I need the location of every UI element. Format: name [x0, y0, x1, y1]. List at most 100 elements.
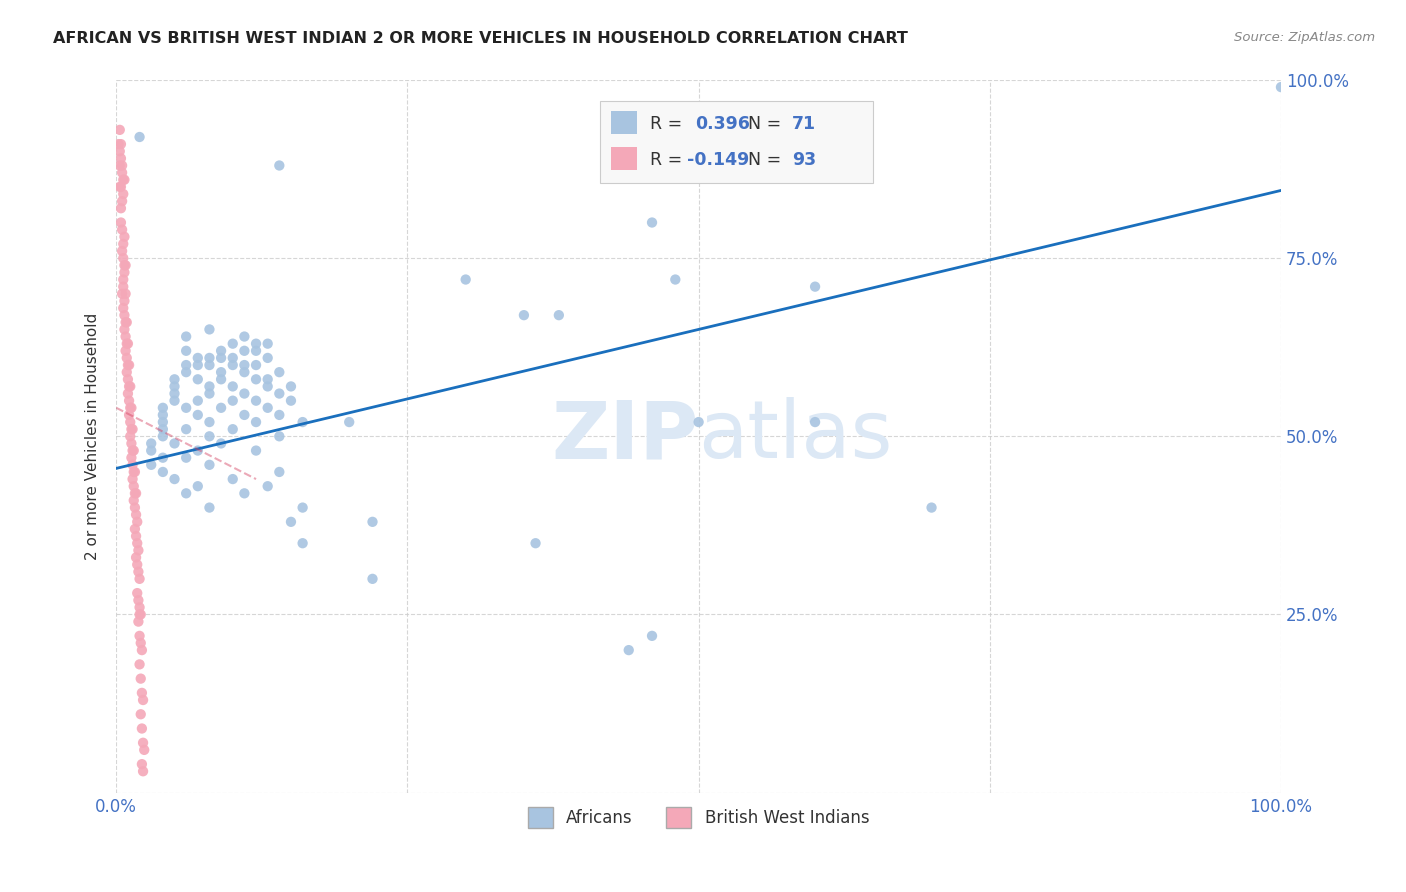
Point — [108, 145, 131, 159]
Point — [222, 379, 245, 393]
Point — [256, 336, 278, 351]
Point — [187, 372, 209, 386]
Point — [127, 558, 149, 572]
Point — [269, 465, 291, 479]
Point — [112, 236, 135, 251]
Point — [174, 365, 197, 379]
Point — [125, 529, 148, 543]
Point — [112, 293, 135, 308]
Point — [132, 764, 155, 779]
Point — [163, 436, 186, 450]
Point — [120, 379, 142, 393]
Point — [174, 401, 197, 415]
Point — [120, 436, 142, 450]
Point — [114, 315, 136, 329]
Text: -0.149: -0.149 — [688, 151, 749, 169]
Point — [110, 137, 132, 152]
Point — [112, 258, 135, 272]
Text: 71: 71 — [792, 115, 815, 133]
Point — [269, 386, 291, 401]
Point — [120, 422, 142, 436]
Point — [198, 358, 221, 372]
Point — [131, 722, 153, 736]
Point — [245, 415, 267, 429]
Point — [131, 643, 153, 657]
Point — [127, 593, 149, 607]
Point — [152, 401, 174, 415]
Point — [124, 465, 146, 479]
Point — [129, 672, 152, 686]
Point — [122, 479, 145, 493]
Point — [118, 379, 141, 393]
Point — [256, 401, 278, 415]
Point — [174, 358, 197, 372]
Point — [921, 500, 943, 515]
Point — [112, 173, 135, 187]
Point — [280, 393, 302, 408]
Point — [233, 343, 256, 358]
Point — [128, 600, 150, 615]
Point — [141, 436, 163, 450]
Point — [107, 137, 129, 152]
Point — [291, 536, 314, 550]
Point — [245, 372, 267, 386]
Point — [132, 693, 155, 707]
Point — [209, 436, 232, 450]
Point — [128, 130, 150, 145]
Point — [117, 336, 139, 351]
FancyBboxPatch shape — [612, 147, 637, 169]
Point — [269, 159, 291, 173]
Point — [617, 643, 640, 657]
Point — [280, 515, 302, 529]
Point — [108, 159, 131, 173]
Text: 93: 93 — [792, 151, 815, 169]
Point — [115, 336, 138, 351]
Point — [198, 458, 221, 472]
Point — [128, 572, 150, 586]
Point — [187, 358, 209, 372]
Point — [291, 500, 314, 515]
Text: atlas: atlas — [699, 397, 893, 475]
Point — [128, 657, 150, 672]
Point — [198, 379, 221, 393]
Point — [110, 152, 132, 166]
Point — [121, 422, 143, 436]
Point — [222, 351, 245, 365]
Legend: Africans, British West Indians: Africans, British West Indians — [522, 800, 876, 834]
Point — [120, 401, 142, 415]
Point — [233, 329, 256, 343]
Point — [115, 351, 138, 365]
Text: N =: N = — [748, 115, 786, 133]
Point — [198, 429, 221, 443]
Point — [112, 251, 135, 265]
Point — [114, 329, 136, 343]
Point — [122, 443, 145, 458]
Point — [256, 351, 278, 365]
Point — [112, 322, 135, 336]
Point — [269, 408, 291, 422]
Point — [131, 757, 153, 772]
Point — [152, 429, 174, 443]
Point — [112, 301, 135, 315]
Point — [111, 286, 134, 301]
Point — [337, 415, 360, 429]
Text: ZIP: ZIP — [551, 397, 699, 475]
Point — [233, 408, 256, 422]
Point — [129, 607, 152, 622]
Point — [152, 422, 174, 436]
Point — [120, 450, 142, 465]
Point — [280, 379, 302, 393]
FancyBboxPatch shape — [599, 102, 873, 184]
Point — [124, 522, 146, 536]
Point — [141, 443, 163, 458]
Point — [125, 508, 148, 522]
Point — [233, 386, 256, 401]
Point — [117, 358, 139, 372]
Point — [110, 180, 132, 194]
Point — [125, 486, 148, 500]
Point — [121, 472, 143, 486]
Point — [118, 408, 141, 422]
Point — [187, 393, 209, 408]
Point — [118, 358, 141, 372]
Point — [233, 358, 256, 372]
